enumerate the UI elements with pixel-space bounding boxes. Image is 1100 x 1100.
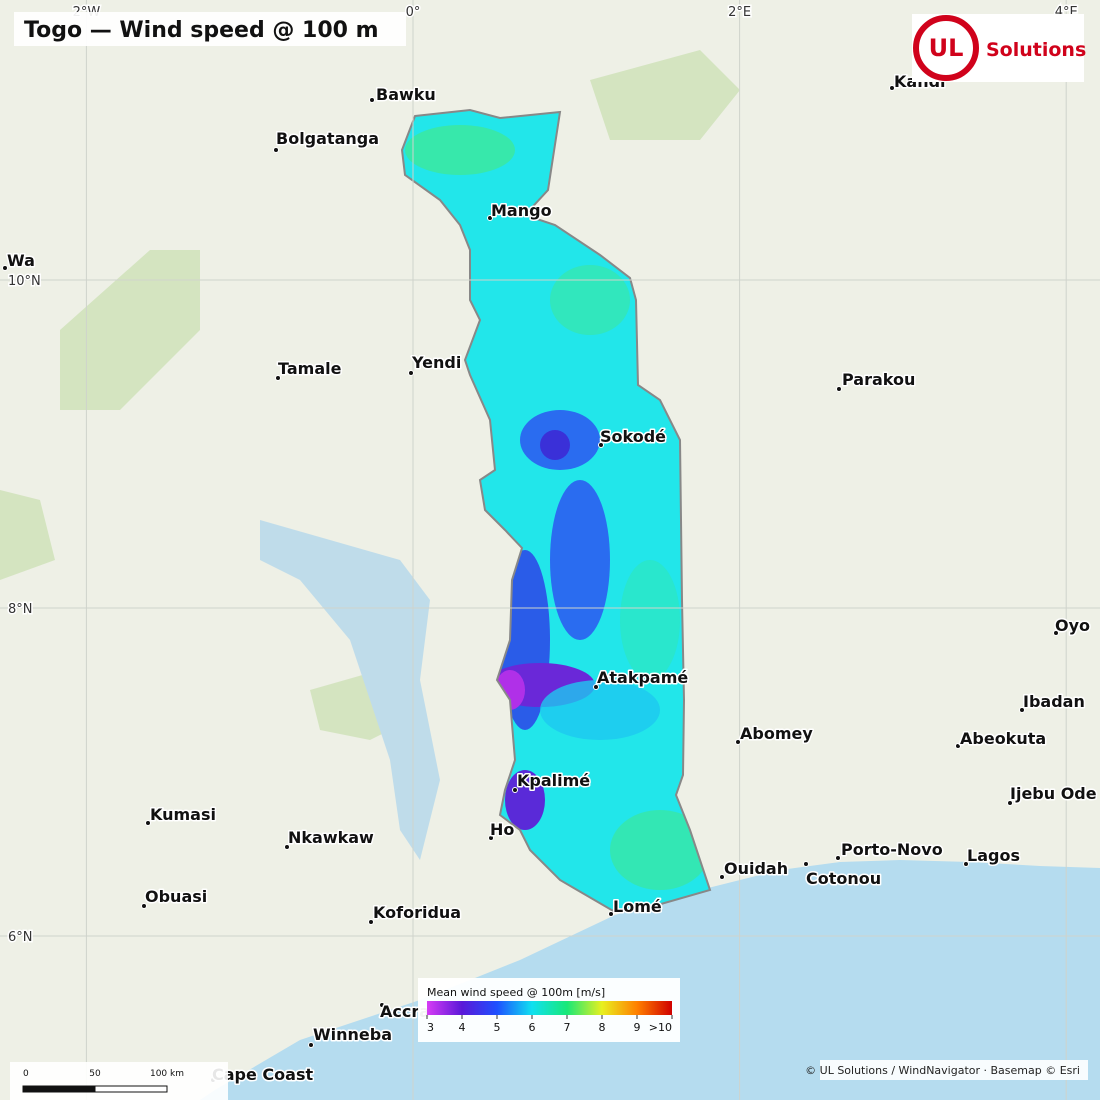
lon-label: 2°E <box>728 5 751 20</box>
city-dot <box>735 739 741 745</box>
lat-label: 10°N <box>8 274 41 289</box>
city-dot <box>835 855 841 861</box>
city-label: Yendi <box>411 353 461 372</box>
city-dot <box>598 442 604 448</box>
city-dot <box>487 215 493 221</box>
city-dot <box>1053 630 1059 636</box>
legend-tick-label: 6 <box>529 1021 536 1034</box>
city-label: Bolgatanga <box>276 129 379 148</box>
city-dot <box>273 147 279 153</box>
city-label: Bawku <box>376 85 436 104</box>
city-dot <box>275 375 281 381</box>
legend-tick-label: 4 <box>459 1021 466 1034</box>
city-label: Porto-Novo <box>841 840 943 859</box>
legend-tick-label: 8 <box>599 1021 606 1034</box>
city-label: Atakpamé <box>597 668 688 687</box>
city-label: Abeokuta <box>960 729 1046 748</box>
city-dot <box>593 684 599 690</box>
city-dot <box>889 85 895 91</box>
city-dot <box>284 844 290 850</box>
scale-segment <box>22 1085 96 1093</box>
city-dot <box>955 743 961 749</box>
scale-label: 50 <box>89 1069 101 1079</box>
city-label: Mango <box>491 201 552 220</box>
logo-text: Solutions <box>986 39 1086 61</box>
city-label: Ouidah <box>724 859 788 878</box>
city-label: Kpalimé <box>517 771 590 790</box>
city-label: Lagos <box>967 846 1020 865</box>
legend-tick-label: >10 <box>649 1021 672 1034</box>
city-dot <box>803 861 809 867</box>
city-label: Koforidua <box>373 903 461 922</box>
city-dot <box>379 1002 385 1008</box>
scale-label: 100 km <box>150 1069 184 1079</box>
city-dot <box>836 386 842 392</box>
title-box: Togo — Wind speed @ 100 m <box>14 12 406 46</box>
legend-tick-label: 7 <box>564 1021 571 1034</box>
city-dot <box>141 903 147 909</box>
city-dot <box>145 820 151 826</box>
logo: UL Solutions <box>912 14 1086 82</box>
city-dot <box>608 911 614 917</box>
parks <box>0 50 740 740</box>
scale-label: 0 <box>23 1069 29 1079</box>
city-label: Lomé <box>613 897 662 916</box>
city-label: Ibadan <box>1023 692 1085 711</box>
color-bar <box>427 1001 672 1015</box>
city-dot <box>1007 800 1013 806</box>
scale-segment <box>94 1085 168 1093</box>
city-dot <box>2 265 8 271</box>
city-label: Abomey <box>740 724 813 743</box>
legend-title: Mean wind speed @ 100m [m/s] <box>427 986 605 999</box>
legend-tick-label: 3 <box>427 1021 434 1034</box>
city-label: Oyo <box>1055 616 1090 635</box>
city-dot <box>308 1042 314 1048</box>
city-dot <box>488 835 494 841</box>
title: Togo — Wind speed @ 100 m <box>24 18 379 43</box>
city-label: Cotonou <box>806 869 881 888</box>
city-dot <box>369 97 375 103</box>
city-label: Cape Coast <box>212 1065 313 1084</box>
lat-label: 8°N <box>8 602 33 617</box>
attribution-box: © UL Solutions / WindNavigator · Basemap… <box>805 1060 1088 1080</box>
city-dot <box>963 861 969 867</box>
city-dot <box>512 787 518 793</box>
city-label: Ijebu Ode <box>1010 784 1097 803</box>
city-dot <box>368 919 374 925</box>
lat-label: 6°N <box>8 930 33 945</box>
city-label: Winneba <box>313 1025 392 1044</box>
city-label: Parakou <box>842 370 915 389</box>
city-label: Wa <box>7 251 35 270</box>
city-label: Ho <box>490 820 514 839</box>
legend: Mean wind speed @ 100m [m/s] 3 4 5 6 7 8 9 >10 <box>418 978 680 1042</box>
attribution: © UL Solutions / WindNavigator · Basemap… <box>805 1064 1080 1077</box>
cities: Bawku Bolgatanga Mango Wa Tamale Yendi Sokodé P… <box>2 71 1098 1086</box>
logo-mark: UL <box>929 34 964 62</box>
city-dot <box>719 874 725 880</box>
lon-label: 0° <box>406 5 421 20</box>
city-label: Obuasi <box>145 887 207 906</box>
city-dot <box>1019 707 1025 713</box>
legend-tick-label: 9 <box>634 1021 641 1034</box>
lake-volta <box>260 520 440 860</box>
legend-tick-label: 5 <box>494 1021 501 1034</box>
city-label: Sokodé <box>600 427 666 446</box>
scale-bar: 0 50 100 km <box>10 1062 228 1100</box>
city-dot <box>408 370 414 376</box>
city-label: Nkawkaw <box>288 828 374 847</box>
city-label: Tamale <box>278 359 342 378</box>
city-label: Kumasi <box>150 805 216 824</box>
